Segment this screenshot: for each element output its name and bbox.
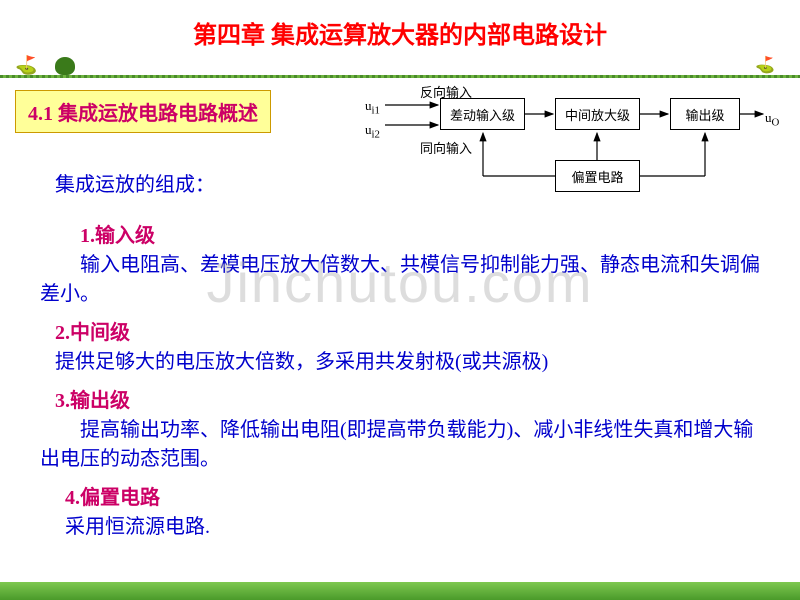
- item-3: 3.输出级 提高输出功率、降低输出电阻(即提高带负载能力)、减小非线性失真和增大…: [40, 387, 770, 474]
- item-3-body: 提高输出功率、降低输出电阻(即提高带负载能力)、减小非线性失真和增大输出电压的动…: [40, 416, 770, 474]
- item-1: 1.输入级 输入电阻高、差模电压放大倍数大、共模信号抑制能力强、静态电流和失调偏…: [40, 222, 770, 309]
- frog-icon: [55, 57, 75, 75]
- flag-left-icon: ⛳: [15, 55, 37, 76]
- page-title: 第四章 集成运算放大器的内部电路设计: [0, 0, 800, 50]
- item-2-body: 提供足够大的电压放大倍数，多采用共发射极(或共源极): [55, 348, 770, 377]
- item-4-body: 采用恒流源电路.: [65, 513, 770, 542]
- block-diagram: 反向输入 ui1 ui2 同向输入 uO 差动输入级 中间放大级 输出级 偏置电…: [365, 80, 785, 200]
- flag-right-icon: ⛳: [755, 55, 775, 75]
- diagram-arrows: [365, 80, 785, 200]
- item-4-title: 4.偏置电路: [65, 487, 160, 509]
- item-4: 4.偏置电路 采用恒流源电路.: [65, 484, 770, 542]
- bottom-decorative-bar: [0, 582, 800, 600]
- item-2: 2.中间级 提供足够大的电压放大倍数，多采用共发射极(或共源极): [55, 319, 770, 377]
- item-2-title: 2.中间级: [55, 322, 130, 344]
- section-header: 4.1 集成运放电路电路概述: [15, 90, 271, 133]
- item-1-title: 1.输入级: [80, 225, 155, 247]
- item-1-body: 输入电阻高、差模电压放大倍数大、共模信号抑制能力强、静态电流和失调偏差小。: [40, 251, 770, 309]
- item-3-title: 3.输出级: [55, 390, 130, 412]
- content-body: 1.输入级 输入电阻高、差模电压放大倍数大、共模信号抑制能力强、静态电流和失调偏…: [40, 222, 770, 542]
